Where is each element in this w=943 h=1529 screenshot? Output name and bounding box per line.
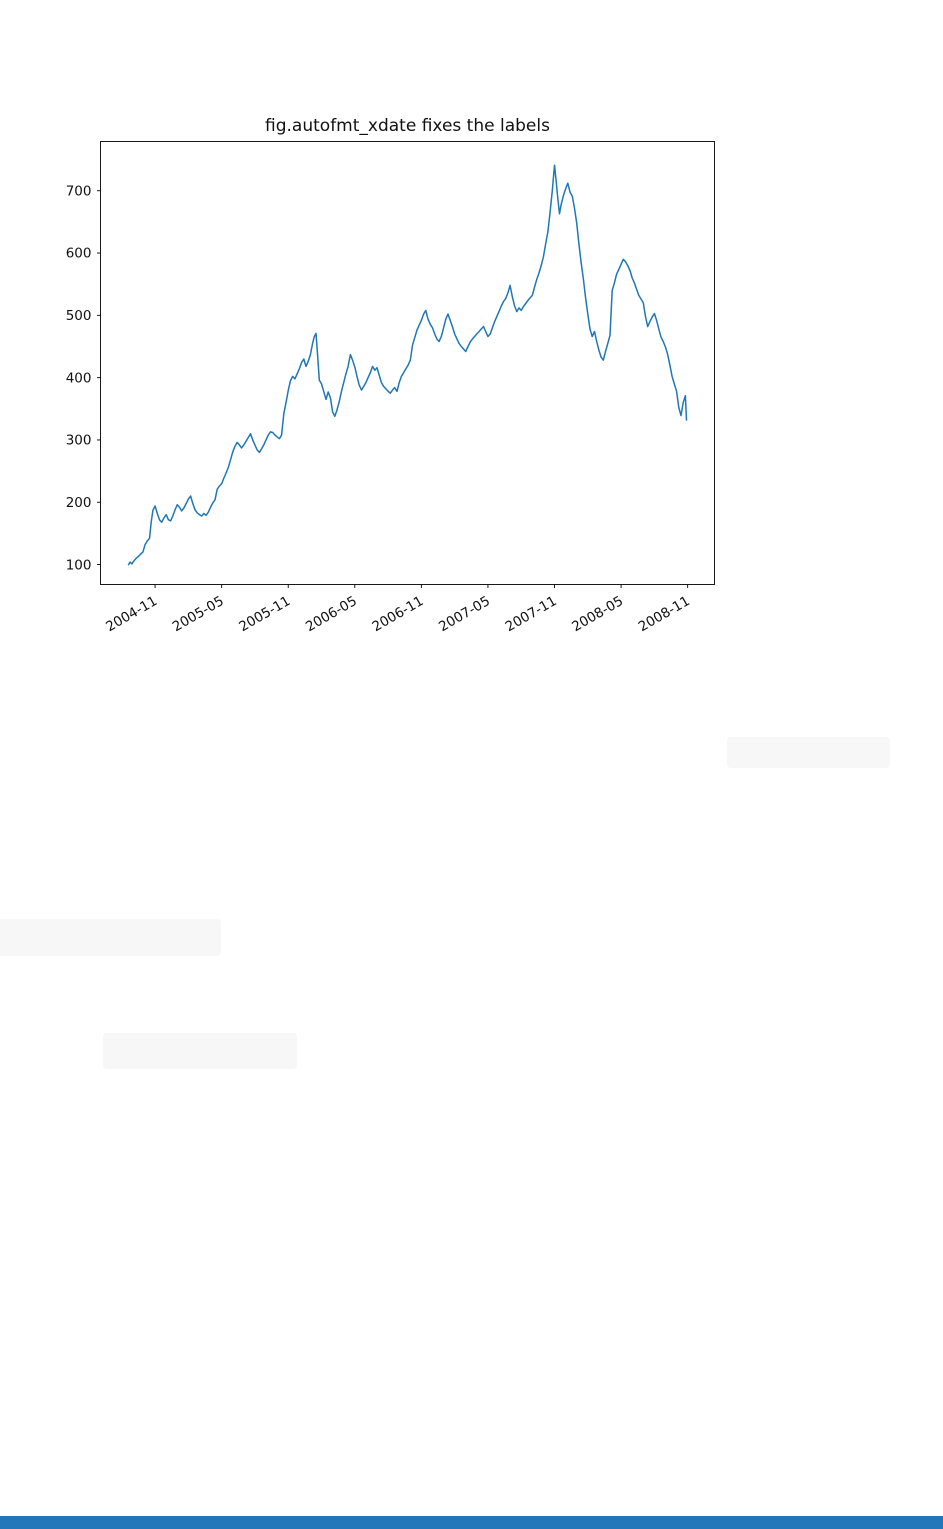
plot-area: 100 200 300 400 500 600 700 2004-11 2005-05 2005-… — [66, 141, 715, 635]
y-tick-label: 300 — [66, 433, 92, 449]
skeleton-placeholder — [727, 737, 890, 768]
x-tick-label: 2006-11 — [370, 593, 427, 635]
bottom-bar — [0, 1516, 943, 1529]
y-tick-label: 600 — [66, 246, 92, 262]
chart-title: fig.autofmt_xdate fixes the labels — [265, 116, 550, 136]
y-tick-label: 400 — [66, 370, 92, 386]
skeleton-placeholder — [0, 919, 221, 956]
skeleton-placeholder — [103, 1033, 297, 1069]
y-tick-label: 500 — [66, 308, 92, 324]
x-tick-label: 2007-05 — [436, 593, 493, 635]
data-line — [127, 164, 688, 566]
x-tick-label: 2006-05 — [303, 593, 360, 635]
x-tick-label: 2008-05 — [569, 593, 626, 635]
y-tick-label: 700 — [66, 183, 92, 199]
x-tick-label: 2005-11 — [236, 593, 293, 635]
x-tick-label: 2008-11 — [636, 593, 693, 635]
chart-figure: fig.autofmt_xdate fixes the labels 100 20… — [66, 116, 715, 635]
x-tick-label: 2004-11 — [103, 593, 160, 635]
y-tick-label: 200 — [66, 495, 92, 511]
x-tick-label: 2007-11 — [503, 593, 560, 635]
plot-border — [100, 141, 715, 585]
y-tick-label: 100 — [66, 557, 92, 573]
x-tick-label: 2005-05 — [170, 593, 227, 635]
